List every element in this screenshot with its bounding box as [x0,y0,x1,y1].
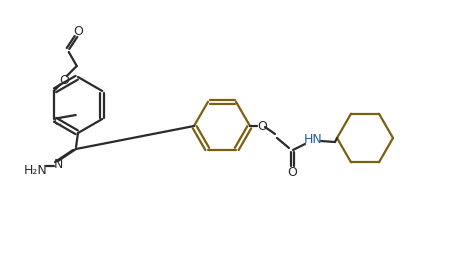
Text: O: O [73,24,83,38]
Text: O: O [59,73,69,86]
Text: O: O [287,167,297,180]
Text: HN: HN [304,133,322,145]
Text: C: C [53,117,61,127]
Text: N: N [53,158,63,172]
Text: O: O [257,120,267,133]
Text: H₂N: H₂N [24,163,48,177]
